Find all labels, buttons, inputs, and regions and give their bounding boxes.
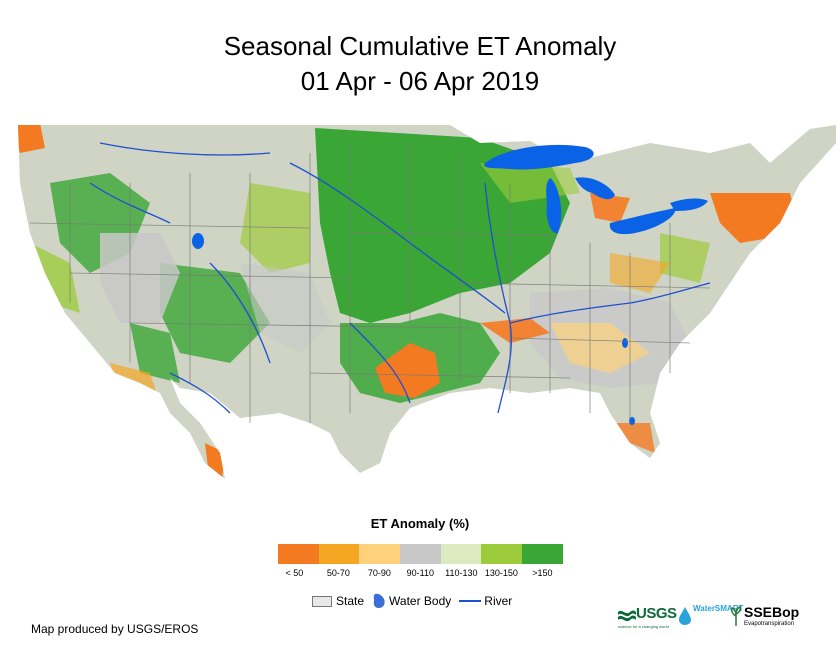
conus-et-anomaly-map xyxy=(18,125,836,479)
legend-label: 50-70 xyxy=(326,568,350,578)
state-boundaries xyxy=(29,143,711,423)
watersmart-logo-text: WaterSMART xyxy=(693,604,744,613)
ssebop-plant-icon xyxy=(730,606,742,626)
legend-swatch-70-90 xyxy=(359,544,401,564)
legend-label: 90-110 xyxy=(406,568,435,578)
water-bodies xyxy=(192,144,708,425)
water-body-label: Water Body xyxy=(389,594,452,608)
legend-swatch-110-130 xyxy=(440,544,482,564)
map-title: Seasonal Cumulative ET Anomaly xyxy=(223,31,617,61)
legend-title: ET Anomaly (%) xyxy=(370,516,470,531)
legend-swatch-50-70 xyxy=(318,544,360,564)
watersmart-drop-icon xyxy=(679,607,691,625)
et-anomaly-raster xyxy=(18,125,836,479)
river-label: River xyxy=(484,594,513,608)
legend-item-river: River xyxy=(459,594,512,608)
legend-label: 130-150 xyxy=(484,568,518,578)
river-line-icon xyxy=(459,600,482,602)
legend-label: 110-130 xyxy=(445,568,478,578)
legend-swatch-90-110 xyxy=(400,544,441,564)
legend-swatch-lt50 xyxy=(278,544,319,564)
legend-item-state: State xyxy=(312,594,364,608)
rivers xyxy=(89,142,711,414)
legend-item-water-body: Water Body xyxy=(372,593,451,609)
agency-logos: USGS science for a changing world WaterS… xyxy=(618,604,818,632)
usgs-tagline: science for a changing world xyxy=(618,624,669,629)
legend-label: 70-90 xyxy=(367,568,391,578)
map-credit: Map produced by USGS/EROS xyxy=(31,622,199,636)
usgs-wave-icon xyxy=(618,610,636,622)
legend-swatch-130-150 xyxy=(481,544,523,564)
usgs-logo-text: USGS xyxy=(636,605,677,622)
ssebop-logo-text: SSEBop xyxy=(744,604,800,620)
state-label: State xyxy=(336,594,365,608)
water-drop-icon xyxy=(373,593,385,608)
map-feature-legend: State Water Body River xyxy=(312,592,520,610)
map-date-range: 01 Apr - 06 Apr 2019 xyxy=(300,66,540,96)
legend-swatch-gt150 xyxy=(522,544,563,564)
ssebop-subtitle: Evapotranspiration xyxy=(744,621,795,627)
legend-labels: < 50 50-70 70-90 90-110 110-130 130-150 … xyxy=(278,568,563,580)
legend-label: >150 xyxy=(532,568,553,578)
legend-label: < 50 xyxy=(285,568,304,578)
legend-color-bar xyxy=(278,544,563,564)
state-symbol xyxy=(312,595,332,607)
